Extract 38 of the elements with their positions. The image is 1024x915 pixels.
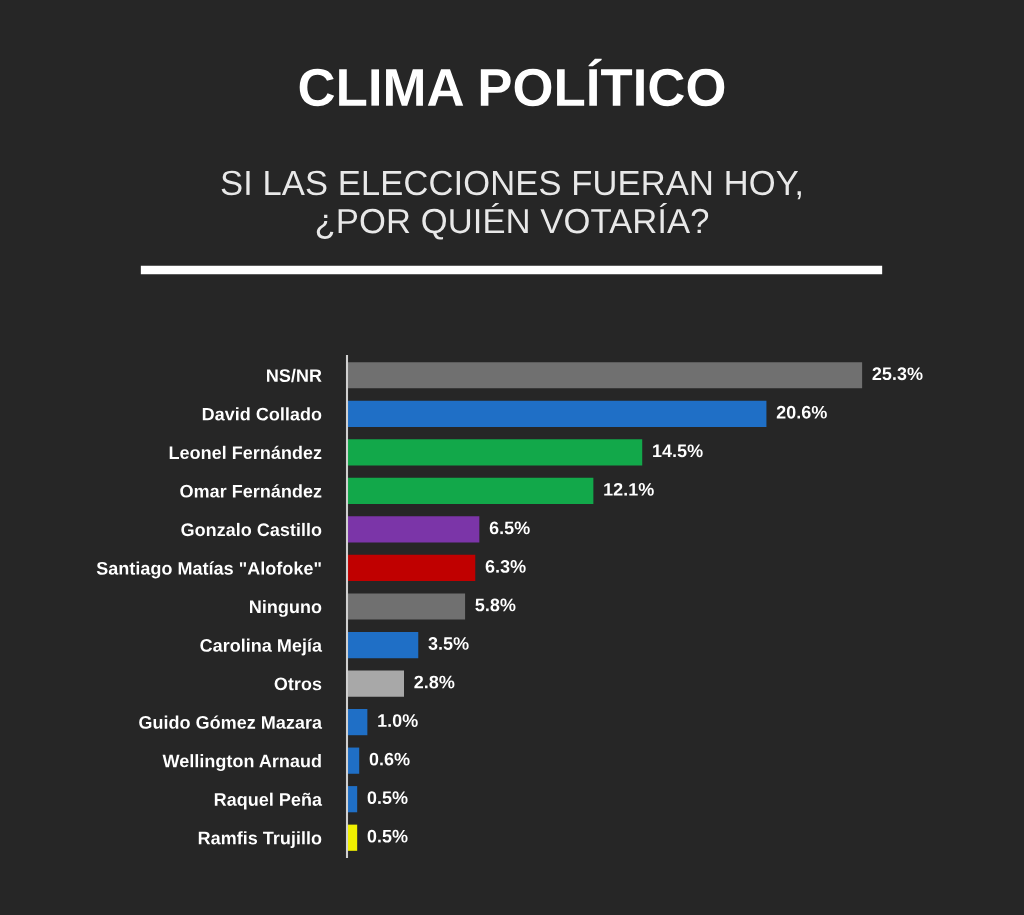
data-label: 0.6% [369, 752, 410, 766]
y-tick-label: Wellington Arnaud [162, 754, 321, 772]
bar [347, 709, 368, 736]
data-label: 0.5% [367, 791, 408, 805]
data-label: 3.5% [428, 637, 469, 650]
chart-subtitle: SI LAS ELECCIONES FUERAN HOY, ¿POR QUIÉN VOTARÍA? [221, 170, 801, 240]
data-label: 12.1% [604, 482, 654, 496]
data-label: 25.3% [872, 367, 923, 381]
data-label: 14.5% [653, 444, 703, 458]
bar [347, 554, 476, 582]
y-tick-label: Raquel Peña [214, 792, 323, 810]
y-tick-label: Santiago Matías "Alofoke" [96, 561, 321, 579]
data-label: 20.6% [776, 405, 827, 419]
y-tick-label: Leonel Fernández [169, 445, 322, 460]
bar [347, 400, 767, 427]
y-tick-label: NS/NR [267, 368, 322, 383]
bar [347, 362, 863, 389]
bar [347, 439, 643, 466]
y-tick-label: Guido Gómez Mazara [139, 715, 323, 729]
y-tick-label: Ninguno [250, 599, 322, 617]
y-tick-label: Omar Fernández [180, 484, 322, 498]
data-label: 0.5% [367, 829, 408, 843]
data-label: 6.3% [485, 560, 526, 573]
y-tick-label: Gonzalo Castillo [181, 522, 322, 537]
data-label: 5.8% [475, 598, 516, 612]
bar [347, 670, 405, 697]
y-tick-label: Ramfis Trujillo [198, 831, 322, 849]
y-tick-label: David Collado [202, 407, 322, 421]
y-tick-label: Otros [274, 677, 322, 691]
data-label: 1.0% [378, 714, 418, 727]
chart-title: CLIMA POLÍTICO [299, 58, 725, 107]
bar [347, 631, 419, 659]
bar [347, 477, 594, 504]
bar [347, 516, 480, 543]
y-tick-label: Carolina Mejía [200, 638, 323, 656]
bar [347, 593, 466, 620]
data-label: 2.8% [414, 675, 455, 689]
data-label: 6.5% [489, 521, 530, 535]
